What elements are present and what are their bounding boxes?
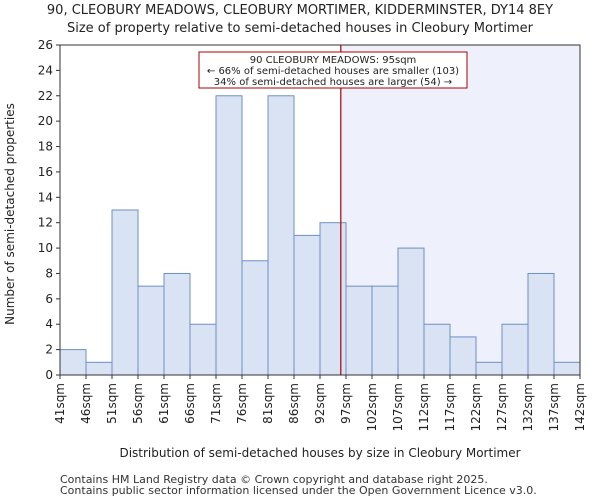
y-tick-label: 10 xyxy=(38,241,53,255)
y-tick-label: 0 xyxy=(45,368,53,382)
histogram-bar xyxy=(475,361,503,376)
y-tick-label: 12 xyxy=(38,216,53,230)
x-tick-label: 122sqm xyxy=(469,383,483,431)
x-tick-label: 97sqm xyxy=(339,383,353,424)
x-tick-label: 41sqm xyxy=(53,383,67,424)
y-tick-label: 8 xyxy=(45,266,53,280)
histogram-bar xyxy=(111,209,139,376)
y-axis-label: Number of semi-detached properties xyxy=(3,103,17,325)
x-tick-label: 81sqm xyxy=(261,383,275,424)
histogram-bar xyxy=(319,222,347,376)
histogram-bar xyxy=(553,361,581,376)
x-tick-label: 51sqm xyxy=(105,383,119,424)
x-axis-label: Distribution of semi-detached houses by … xyxy=(119,446,520,460)
x-tick-label: 66sqm xyxy=(183,383,197,424)
x-tick-label: 117sqm xyxy=(443,383,457,431)
y-tick-label: 16 xyxy=(38,165,53,179)
y-tick-label: 2 xyxy=(45,343,53,357)
x-tick-label: 137sqm xyxy=(547,383,561,431)
histogram-bar xyxy=(371,285,399,376)
annotation-line: 34% of semi-detached houses are larger (… xyxy=(214,77,452,88)
y-tick-label: 26 xyxy=(38,38,53,52)
histogram-bar xyxy=(59,349,87,376)
y-tick-label: 14 xyxy=(38,190,53,204)
footer-copyright: Contains HM Land Registry data © Crown c… xyxy=(60,473,488,486)
x-tick-label: 132sqm xyxy=(521,383,535,431)
x-tick-label: 61sqm xyxy=(157,383,171,424)
x-tick-label: 56sqm xyxy=(131,383,145,424)
x-tick-label: 86sqm xyxy=(287,383,301,424)
histogram-bar xyxy=(137,285,165,376)
y-tick-label: 18 xyxy=(38,140,53,154)
histogram-bar xyxy=(527,272,555,376)
histogram-bar xyxy=(189,323,217,376)
histogram-bar xyxy=(85,361,113,376)
x-tick-label: 142sqm xyxy=(573,383,587,431)
y-tick-label: 4 xyxy=(45,317,53,331)
histogram-bar xyxy=(397,247,425,376)
y-tick-label: 24 xyxy=(38,63,53,77)
histogram-bar xyxy=(423,323,451,376)
x-tick-label: 107sqm xyxy=(391,383,405,431)
x-tick-label: 127sqm xyxy=(495,383,509,431)
x-tick-label: 71sqm xyxy=(209,383,223,424)
x-tick-label: 112sqm xyxy=(417,383,431,431)
chart-subtitle: Size of property relative to semi-detach… xyxy=(66,21,534,36)
histogram-bar xyxy=(345,285,373,376)
annotation-line: 90 CLEOBURY MEADOWS: 95sqm xyxy=(250,55,417,66)
x-tick-label: 102sqm xyxy=(365,383,379,431)
footer-licence: Contains public sector information licen… xyxy=(60,484,537,497)
y-tick-label: 20 xyxy=(38,114,53,128)
histogram-bar xyxy=(293,234,321,376)
histogram-bar xyxy=(215,95,243,376)
annotation-box xyxy=(198,51,468,89)
histogram-bar xyxy=(267,95,295,376)
x-tick-label: 46sqm xyxy=(79,383,93,424)
y-tick-label: 6 xyxy=(45,292,53,306)
chart-title: 90, CLEOBURY MEADOWS, CLEOBURY MORTIMER,… xyxy=(46,3,554,18)
y-tick-label: 22 xyxy=(38,89,53,103)
annotation-line: ← 66% of semi-detached houses are smalle… xyxy=(207,66,459,77)
histogram-bar xyxy=(449,336,477,376)
x-tick-label: 76sqm xyxy=(235,383,249,424)
histogram-bar xyxy=(501,323,529,376)
histogram-bar xyxy=(163,272,191,376)
histogram-bar xyxy=(241,260,269,376)
x-tick-label: 92sqm xyxy=(313,383,327,424)
